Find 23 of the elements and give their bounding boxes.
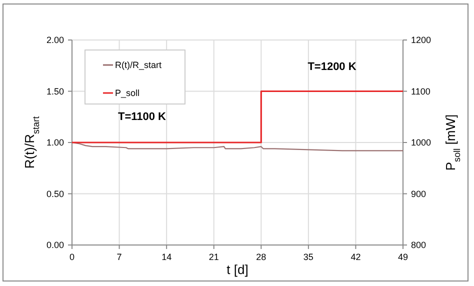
y2-tick-label: 1000 xyxy=(411,138,432,148)
x-axis-title: t [d] xyxy=(226,262,248,277)
y-tick-label: 0.50 xyxy=(46,188,64,199)
annotation: T=1100 K xyxy=(118,111,166,123)
x-tick-label: 28 xyxy=(256,252,266,262)
y-tick-label: 2.00 xyxy=(46,35,64,45)
y-tick-label: 1.50 xyxy=(46,86,64,96)
y-tick-label: 0.00 xyxy=(46,240,64,250)
x-tick-label: 42 xyxy=(350,252,361,262)
legend-label: R(t)/R_start xyxy=(115,60,162,70)
x-tick-label: 35 xyxy=(303,252,314,262)
y-tick-label: 1.00 xyxy=(46,138,64,148)
x-tick-label: 0 xyxy=(69,252,75,262)
x-tick-label: 14 xyxy=(162,252,172,262)
y2-tick-label: 1100 xyxy=(411,86,430,96)
y2-tick-label: 1200 xyxy=(411,35,432,45)
legend-label: P_soll xyxy=(115,88,140,98)
x-tick-label: 21 xyxy=(208,252,219,262)
x-tick-label: 7 xyxy=(116,252,122,262)
annotation: T=1200 K xyxy=(308,61,356,73)
y2-tick-label: 900 xyxy=(411,188,426,199)
y2-tick-label: 800 xyxy=(411,240,426,250)
x-tick-label: 49 xyxy=(398,252,408,262)
